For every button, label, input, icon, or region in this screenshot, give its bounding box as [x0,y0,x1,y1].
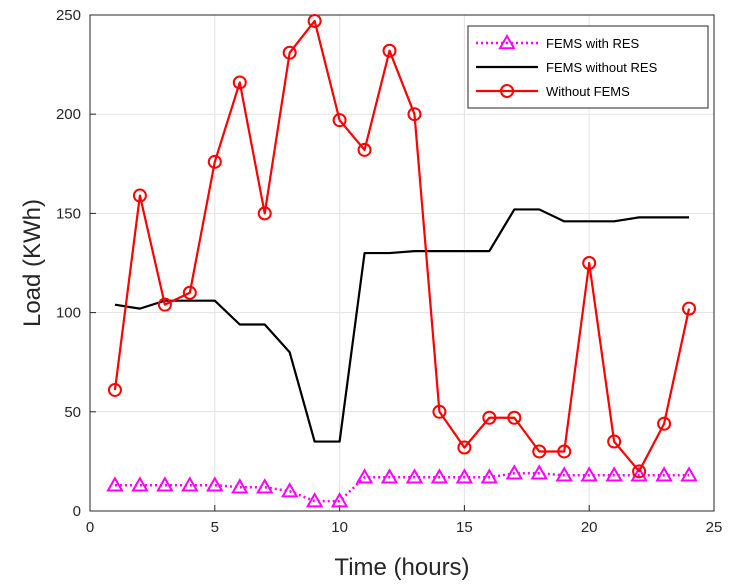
data-point [231,478,249,494]
x-tick-label: 15 [456,519,473,536]
data-point [280,482,299,498]
y-axis: 0 50 100 150 200 250 [56,7,96,520]
series-layer [106,13,698,508]
data-point [131,476,149,492]
data-point [457,440,472,455]
data-point [182,285,197,300]
y-tick-label: 100 [56,305,81,322]
legend-label: Without FEMS [546,84,630,99]
data-point [207,154,222,169]
x-tick-label: 25 [706,519,723,536]
data-point [380,468,399,484]
series-line [114,208,690,443]
data-point [255,478,274,494]
data-point [505,464,524,480]
data-point [156,476,174,492]
x-tick-label: 10 [331,519,348,536]
data-point [682,301,697,316]
data-point [405,468,424,484]
series-line [113,19,691,473]
data-point [482,410,497,425]
data-point [157,297,172,312]
data-point [657,416,672,431]
y-tick-label: 250 [56,7,81,24]
legend-marker [500,84,514,98]
legend: FEMS with RES FEMS without RES Without FEM… [467,25,709,109]
x-axis: 0 5 10 15 20 25 [86,505,723,536]
data-point [106,476,124,492]
legend-item: Without FEMS [476,84,630,99]
data-point [307,13,322,28]
plot-area-frame [89,14,715,512]
data-point [257,206,272,221]
data-point [630,466,648,482]
y-tick-label: 50 [64,404,81,421]
series-1 [114,208,690,443]
data-point [680,466,698,482]
series-2 [107,13,697,479]
data-point [355,468,374,484]
data-point [332,113,347,128]
data-point [232,75,247,90]
data-point [580,466,598,482]
legend-label: FEMS without RES [546,60,658,75]
x-tick-label: 5 [211,519,219,536]
data-point [181,476,199,492]
data-point [632,464,647,479]
y-axis-label: Load (KWh) [19,199,46,327]
data-point [330,492,349,508]
data-point [582,256,597,270]
legend-label: FEMS with RES [546,36,640,51]
data-point [430,468,449,484]
y-tick-label: 150 [56,205,81,222]
data-point [480,468,499,484]
data-point [557,444,572,459]
data-point [206,476,224,492]
x-axis-label: Time (hours) [334,554,469,581]
data-point [107,382,122,397]
series-0 [106,464,698,508]
data-point [607,434,622,449]
y-tick-label: 0 [73,503,81,520]
data-point [407,107,422,122]
legend-item: FEMS without RES [476,60,658,75]
data-point [282,45,297,60]
y-tick-label: 200 [56,106,81,123]
data-point [357,142,372,157]
legend-item: FEMS with RES [476,33,640,51]
data-point [605,466,623,482]
data-point [132,188,147,203]
data-point [555,466,573,482]
series-line [114,472,690,503]
data-point [655,466,673,482]
x-tick-label: 20 [581,519,598,536]
data-point [532,444,547,459]
legend-marker [498,33,516,50]
data-point [382,43,397,58]
data-point [530,464,549,480]
data-point [432,404,447,419]
data-point [305,492,324,508]
data-point [507,410,522,425]
data-point [455,468,474,484]
x-tick-label: 0 [86,519,94,536]
